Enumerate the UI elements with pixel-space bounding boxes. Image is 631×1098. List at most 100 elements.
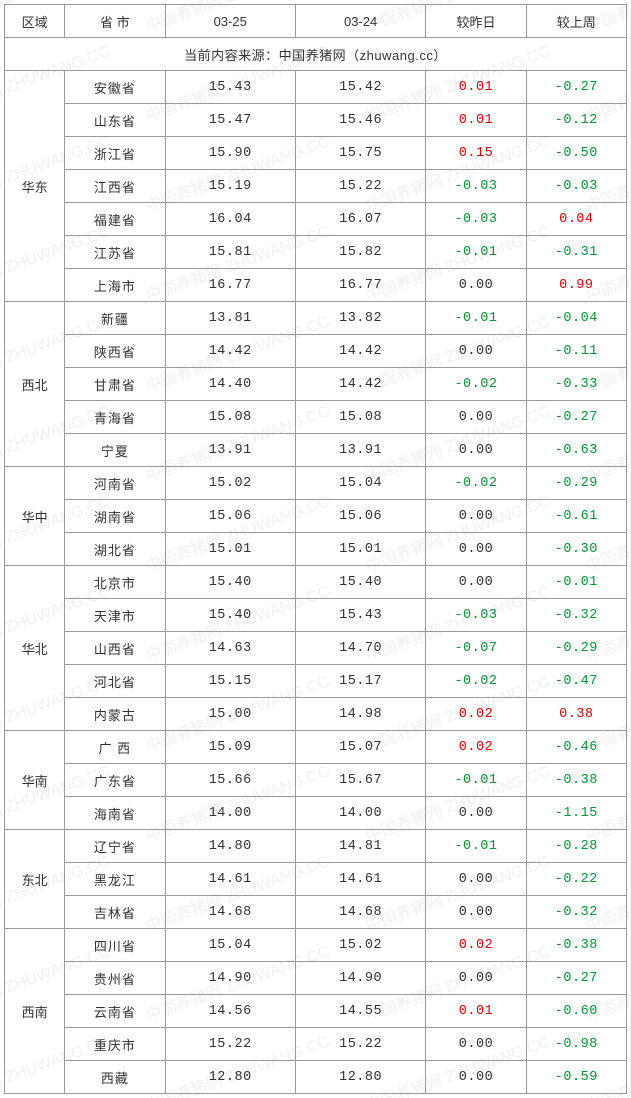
price-date1: 15.43 — [165, 71, 295, 104]
table-row: 广东省15.6615.67-0.01-0.38 — [5, 764, 627, 797]
price-date2: 15.22 — [295, 1028, 425, 1061]
diff-lastweek: -0.59 — [526, 1061, 626, 1094]
diff-yesterday: 0.00 — [426, 863, 526, 896]
table-row: 华东安徽省15.4315.420.01-0.27 — [5, 71, 627, 104]
price-date2: 15.67 — [295, 764, 425, 797]
province-cell: 山东省 — [65, 104, 165, 137]
price-date2: 14.90 — [295, 962, 425, 995]
diff-yesterday: -0.02 — [426, 665, 526, 698]
price-date1: 14.80 — [165, 830, 295, 863]
province-cell: 陕西省 — [65, 335, 165, 368]
diff-lastweek: -0.11 — [526, 335, 626, 368]
diff-lastweek: -0.38 — [526, 764, 626, 797]
table-row: 浙江省15.9015.750.15-0.50 — [5, 137, 627, 170]
price-date1: 14.56 — [165, 995, 295, 1028]
region-cell: 华东 — [5, 71, 65, 302]
price-date2: 16.07 — [295, 203, 425, 236]
province-cell: 福建省 — [65, 203, 165, 236]
province-cell: 安徽省 — [65, 71, 165, 104]
province-cell: 河南省 — [65, 467, 165, 500]
price-date1: 15.09 — [165, 731, 295, 764]
diff-lastweek: -0.30 — [526, 533, 626, 566]
diff-lastweek: -0.27 — [526, 71, 626, 104]
price-date2: 14.55 — [295, 995, 425, 1028]
price-date1: 15.02 — [165, 467, 295, 500]
province-cell: 四川省 — [65, 929, 165, 962]
diff-lastweek: -0.22 — [526, 863, 626, 896]
diff-lastweek: -0.28 — [526, 830, 626, 863]
province-cell: 湖南省 — [65, 500, 165, 533]
diff-lastweek: -0.33 — [526, 368, 626, 401]
price-date1: 13.81 — [165, 302, 295, 335]
region-cell: 东北 — [5, 830, 65, 929]
price-date2: 15.02 — [295, 929, 425, 962]
price-date2: 15.43 — [295, 599, 425, 632]
price-date2: 14.42 — [295, 335, 425, 368]
price-date1: 15.90 — [165, 137, 295, 170]
diff-yesterday: 0.00 — [426, 269, 526, 302]
diff-yesterday: 0.01 — [426, 995, 526, 1028]
diff-yesterday: -0.03 — [426, 203, 526, 236]
diff-lastweek: 0.38 — [526, 698, 626, 731]
price-date1: 15.08 — [165, 401, 295, 434]
diff-yesterday: 0.02 — [426, 929, 526, 962]
province-cell: 青海省 — [65, 401, 165, 434]
header-region: 区域 — [5, 5, 65, 38]
diff-yesterday: 0.02 — [426, 731, 526, 764]
table-row: 西南四川省15.0415.020.02-0.38 — [5, 929, 627, 962]
price-date2: 15.82 — [295, 236, 425, 269]
table-row: 重庆市15.2215.220.00-0.98 — [5, 1028, 627, 1061]
table-row: 江苏省15.8115.82-0.01-0.31 — [5, 236, 627, 269]
price-date2: 14.00 — [295, 797, 425, 830]
table-row: 黑龙江14.6114.610.00-0.22 — [5, 863, 627, 896]
price-date1: 15.81 — [165, 236, 295, 269]
diff-yesterday: 0.00 — [426, 797, 526, 830]
price-date2: 15.01 — [295, 533, 425, 566]
header-vs-lastweek: 较上周 — [526, 5, 626, 38]
table-row: 上海市16.7716.770.000.99 — [5, 269, 627, 302]
diff-lastweek: -0.03 — [526, 170, 626, 203]
table-row: 青海省15.0815.080.00-0.27 — [5, 401, 627, 434]
table-row: 江西省15.1915.22-0.03-0.03 — [5, 170, 627, 203]
province-cell: 河北省 — [65, 665, 165, 698]
price-date1: 14.68 — [165, 896, 295, 929]
diff-yesterday: 0.00 — [426, 335, 526, 368]
price-date1: 15.66 — [165, 764, 295, 797]
province-cell: 重庆市 — [65, 1028, 165, 1061]
province-cell: 江西省 — [65, 170, 165, 203]
table-body: 当前内容来源：中国养猪网（zhuwang.cc） 华东安徽省15.4315.42… — [5, 38, 627, 1094]
price-date2: 15.46 — [295, 104, 425, 137]
diff-lastweek: -0.46 — [526, 731, 626, 764]
price-date2: 15.40 — [295, 566, 425, 599]
province-cell: 上海市 — [65, 269, 165, 302]
table-row: 陕西省14.4214.420.00-0.11 — [5, 335, 627, 368]
price-date1: 12.80 — [165, 1061, 295, 1094]
table-row: 东北辽宁省14.8014.81-0.01-0.28 — [5, 830, 627, 863]
diff-lastweek: -0.61 — [526, 500, 626, 533]
province-cell: 新疆 — [65, 302, 165, 335]
diff-lastweek: -0.38 — [526, 929, 626, 962]
diff-lastweek: -0.60 — [526, 995, 626, 1028]
diff-yesterday: -0.03 — [426, 599, 526, 632]
province-cell: 北京市 — [65, 566, 165, 599]
diff-lastweek: 0.99 — [526, 269, 626, 302]
diff-yesterday: 0.00 — [426, 566, 526, 599]
province-cell: 辽宁省 — [65, 830, 165, 863]
province-cell: 吉林省 — [65, 896, 165, 929]
province-cell: 湖北省 — [65, 533, 165, 566]
price-date2: 14.81 — [295, 830, 425, 863]
table-row: 福建省16.0416.07-0.030.04 — [5, 203, 627, 236]
table-row: 湖北省15.0115.010.00-0.30 — [5, 533, 627, 566]
table-row: 山东省15.4715.460.01-0.12 — [5, 104, 627, 137]
price-date1: 15.15 — [165, 665, 295, 698]
diff-yesterday: 0.01 — [426, 104, 526, 137]
price-date1: 14.42 — [165, 335, 295, 368]
header-vs-yesterday: 较昨日 — [426, 5, 526, 38]
price-date2: 16.77 — [295, 269, 425, 302]
diff-lastweek: -0.27 — [526, 962, 626, 995]
diff-yesterday: 0.00 — [426, 896, 526, 929]
source-text: 当前内容来源：中国养猪网（zhuwang.cc） — [5, 38, 627, 71]
price-date1: 15.40 — [165, 599, 295, 632]
province-cell: 广东省 — [65, 764, 165, 797]
province-cell: 宁夏 — [65, 434, 165, 467]
